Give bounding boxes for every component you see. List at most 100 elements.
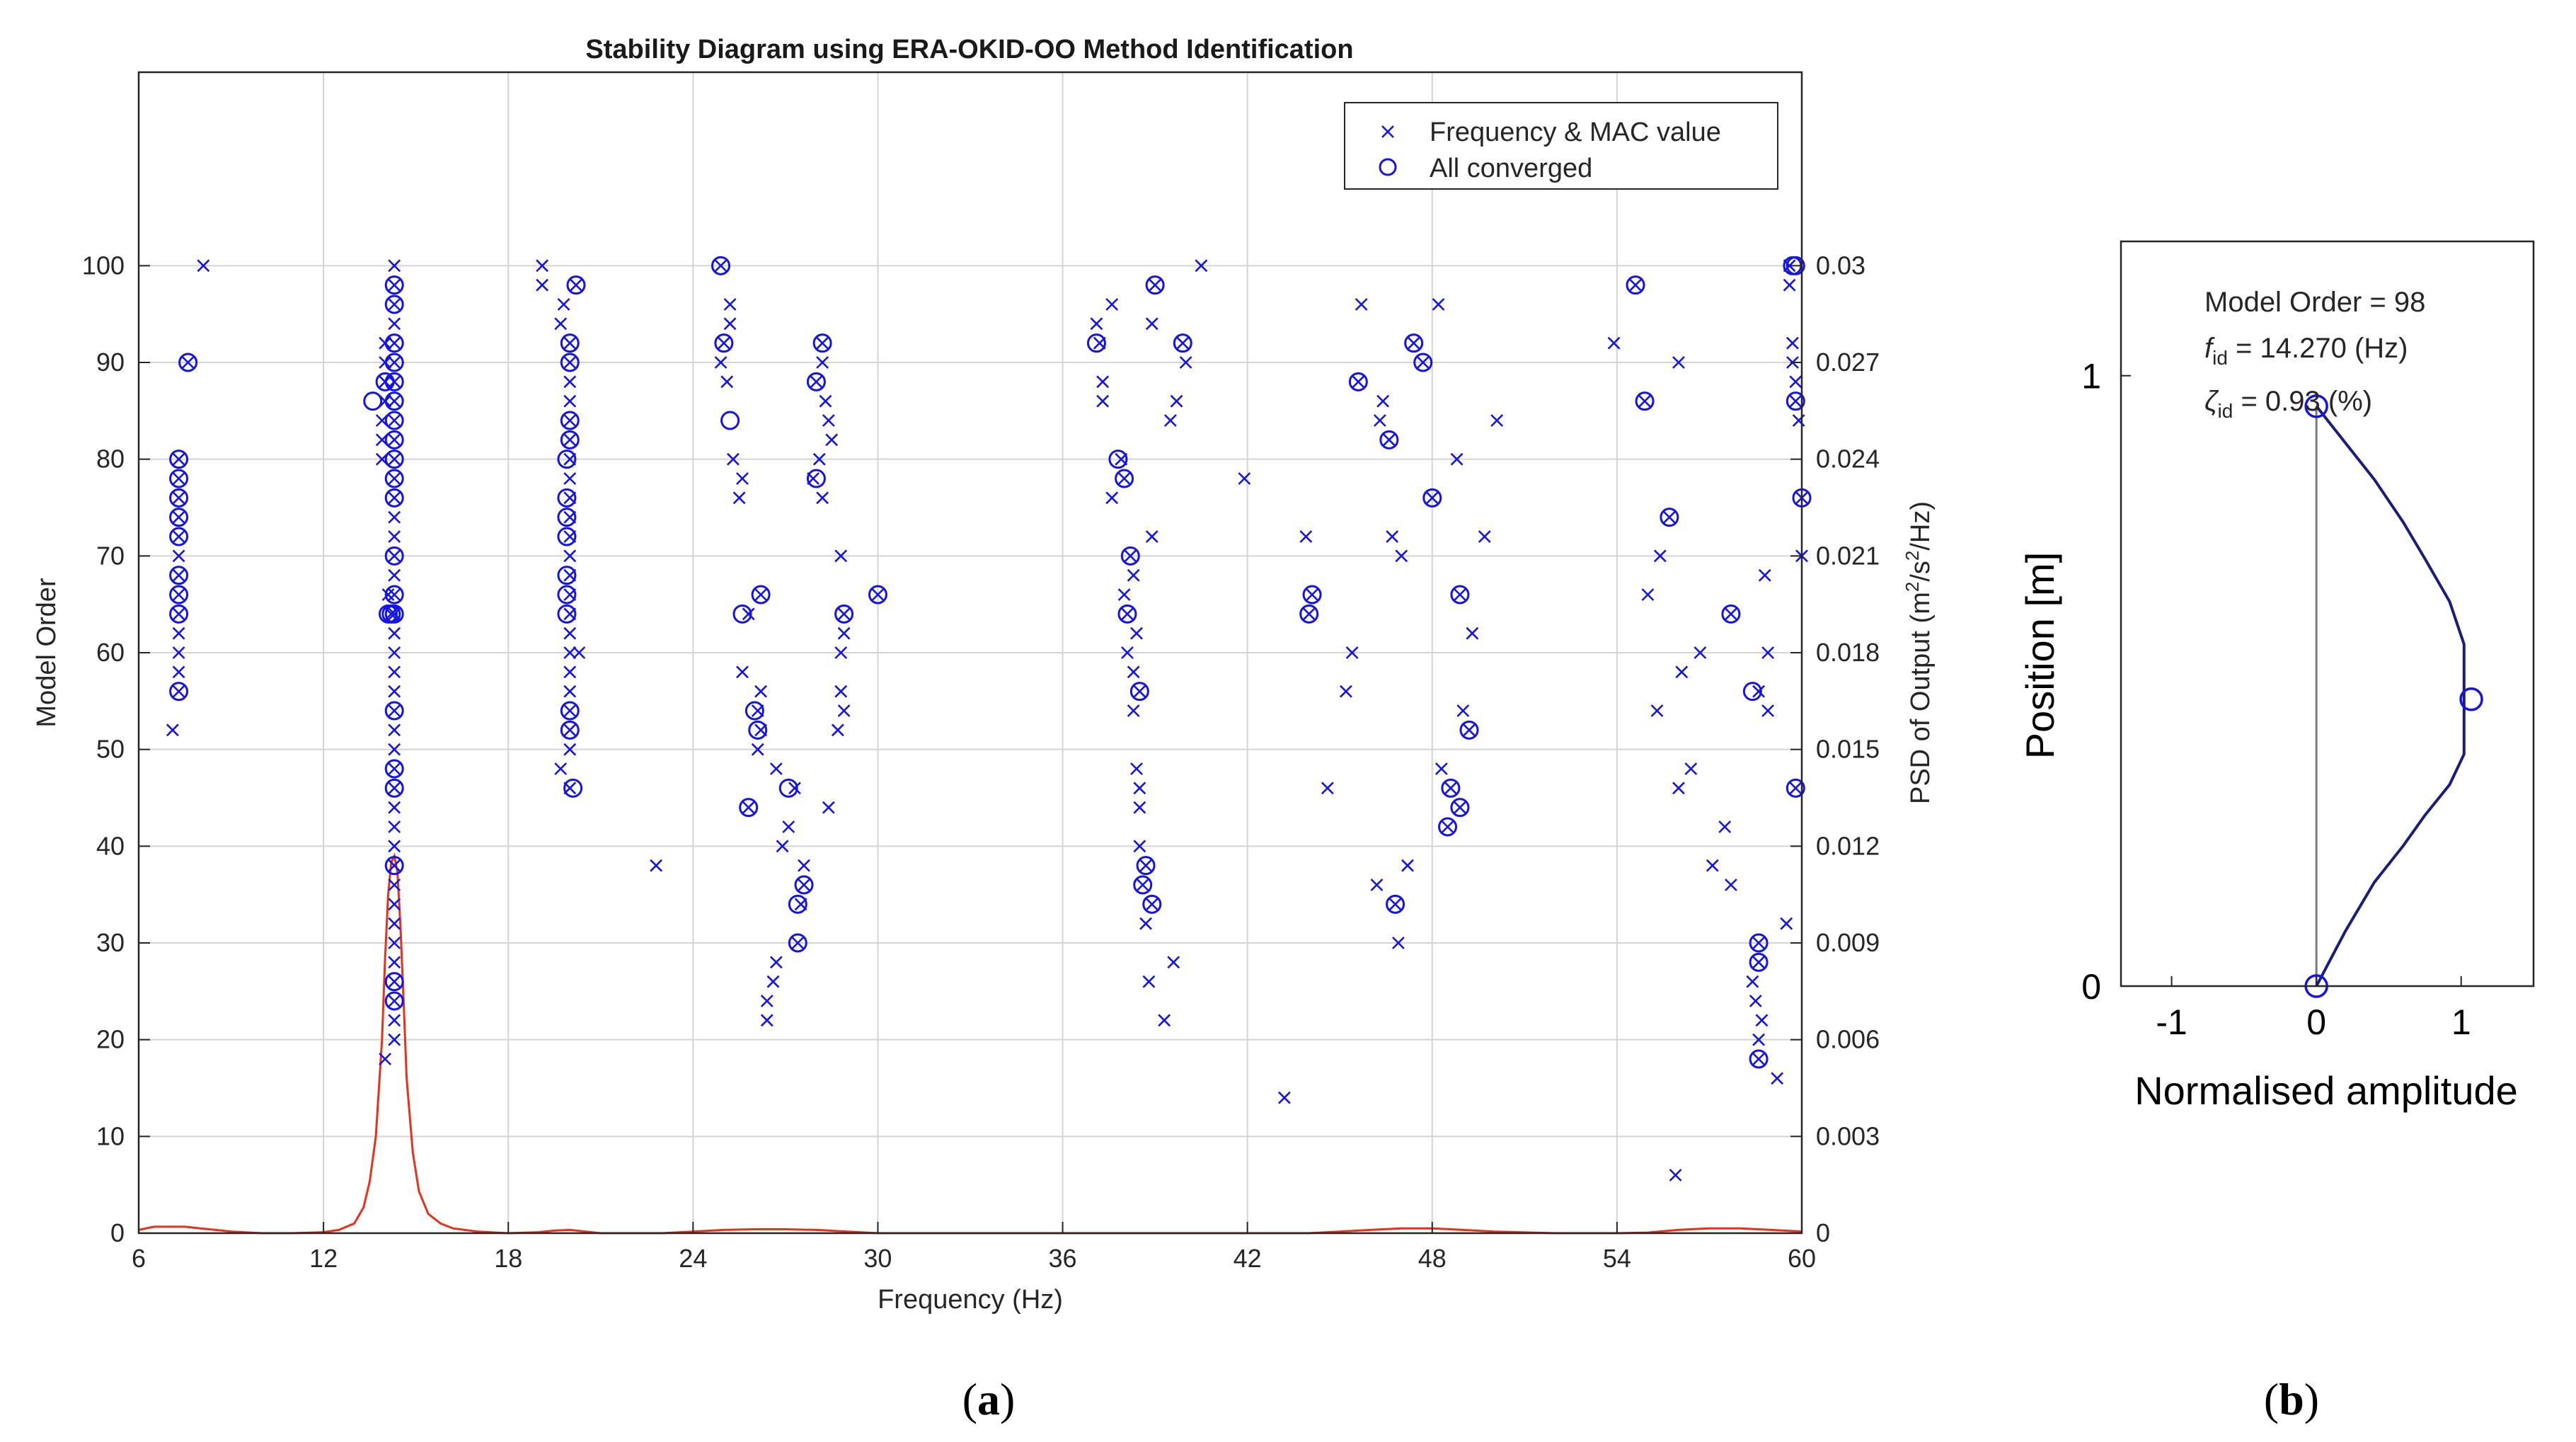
frequency-mac-marker bbox=[1771, 1072, 1784, 1085]
frequency-mac-marker bbox=[1238, 472, 1251, 485]
frequency-mac-marker bbox=[1145, 530, 1158, 543]
converged-marker bbox=[384, 391, 404, 411]
frequency-mac-marker bbox=[172, 510, 185, 524]
frequency-mac-marker bbox=[1321, 782, 1334, 795]
frequency-mac-marker bbox=[1179, 356, 1192, 369]
converged-marker bbox=[1450, 585, 1470, 605]
legend: Frequency & MAC value All converged bbox=[1344, 102, 1778, 190]
frequency-mac-marker bbox=[1355, 298, 1368, 311]
legend-box bbox=[1344, 102, 1778, 190]
converged-marker bbox=[384, 701, 404, 721]
mode-x-axis-ticks: -1 0 1 bbox=[2156, 976, 2471, 1042]
converged-marker bbox=[1379, 430, 1399, 450]
sensor-point-marker bbox=[2459, 687, 2483, 711]
frequency-mac-marker bbox=[1746, 975, 1759, 988]
frequency-mac-marker bbox=[1755, 1014, 1769, 1027]
y-tick-label: 70 bbox=[96, 541, 125, 570]
frequency-mac-marker bbox=[1391, 937, 1405, 949]
mode-y-tick-label: 0 bbox=[2081, 967, 2101, 1007]
frequency-mac-marker bbox=[172, 549, 185, 563]
frequency-mac-marker bbox=[754, 588, 767, 601]
y2-tick-label: 0.003 bbox=[1816, 1121, 1880, 1150]
frequency-mac-marker bbox=[871, 588, 885, 601]
frequency-mac-marker bbox=[798, 879, 810, 891]
sensor-point-marker bbox=[2304, 394, 2328, 418]
frequency-mac-marker bbox=[1466, 626, 1479, 640]
y2-tick-label: 0.012 bbox=[1816, 831, 1880, 860]
y2-label-part-1: PSD of Output (m bbox=[1906, 592, 1936, 804]
converged-marker bbox=[1450, 798, 1470, 818]
frequency-mac-marker bbox=[714, 259, 728, 273]
frequency-mac-marker bbox=[172, 452, 185, 466]
x-tick-label: 6 bbox=[132, 1244, 146, 1273]
converged-marker bbox=[384, 604, 404, 624]
frequency-mac-marker bbox=[788, 782, 801, 795]
frequency-mac-marker bbox=[388, 433, 401, 447]
frequency-mac-marker bbox=[388, 801, 401, 814]
converged-marker bbox=[384, 275, 404, 295]
converged-marker bbox=[363, 391, 383, 411]
converged-marker bbox=[788, 933, 807, 953]
frequency-mac-marker bbox=[563, 665, 577, 679]
converged-marker bbox=[560, 430, 580, 450]
y-tick-label: 50 bbox=[96, 735, 125, 764]
frequency-mac-marker bbox=[388, 510, 401, 524]
frequency-mac-marker bbox=[1454, 801, 1466, 814]
converged-marker bbox=[384, 372, 404, 391]
converged-marker bbox=[169, 508, 189, 527]
frequency-mac-marker bbox=[388, 530, 401, 543]
converged-marker bbox=[1145, 275, 1165, 295]
x-tick-label: 60 bbox=[1788, 1244, 1816, 1273]
converged-marker bbox=[560, 353, 580, 372]
frequency-mac-marker bbox=[1761, 646, 1775, 659]
frequency-mac-marker bbox=[1096, 375, 1110, 389]
converged-marker bbox=[1626, 275, 1645, 295]
frequency-mac-marker bbox=[1789, 394, 1802, 408]
frequency-mac-marker bbox=[1139, 859, 1152, 872]
frequency-mac-marker bbox=[720, 375, 734, 389]
converged-marker bbox=[739, 798, 759, 818]
frequency-mac-marker bbox=[1127, 665, 1140, 679]
frequency-mac-marker bbox=[563, 414, 577, 427]
converged-marker bbox=[1115, 469, 1134, 488]
converged-marker bbox=[1413, 353, 1433, 372]
stability-diagram-panel: Stability Diagram using ERA-OKID-OO Meth… bbox=[32, 35, 1936, 1424]
converged-marker bbox=[169, 488, 189, 508]
converged-marker bbox=[1386, 894, 1405, 914]
frequency-mac-marker bbox=[1382, 433, 1396, 447]
frequency-mac-marker bbox=[1145, 317, 1158, 331]
frequency-mac-marker bbox=[825, 433, 839, 447]
caption-b-letter: b bbox=[2279, 1374, 2304, 1424]
converged-marker bbox=[560, 333, 580, 353]
frequency-mac-marker bbox=[723, 298, 737, 311]
y2-label-part-3: /Hz) bbox=[1906, 501, 1936, 551]
annotation-model-order: Model Order = 98 bbox=[2204, 287, 2425, 318]
frequency-mac-marker bbox=[1641, 588, 1655, 601]
frequency-mac-marker bbox=[751, 743, 764, 756]
frequency-mac-marker bbox=[388, 956, 401, 969]
y2-tick-label: 0.015 bbox=[1816, 735, 1880, 764]
converged-marker bbox=[169, 566, 189, 585]
converged-marker bbox=[384, 856, 404, 876]
frequency-mac-marker bbox=[1607, 336, 1621, 350]
frequency-mac-marker bbox=[573, 646, 586, 659]
converged-marker bbox=[1749, 1049, 1769, 1069]
converged-marker bbox=[1749, 952, 1769, 972]
converged-marker bbox=[560, 720, 580, 740]
frequency-mac-marker bbox=[1388, 898, 1402, 911]
caption-a-letter: a bbox=[977, 1374, 1000, 1424]
frequency-mac-marker bbox=[563, 375, 577, 389]
frequency-mac-marker bbox=[1340, 685, 1352, 698]
frequency-mac-marker bbox=[1149, 278, 1162, 292]
frequency-mac-marker bbox=[172, 568, 185, 582]
frequency-mac-marker bbox=[563, 336, 577, 350]
converged-marker bbox=[806, 372, 826, 391]
y-tick-label: 90 bbox=[96, 348, 125, 377]
y-tick-label: 0 bbox=[110, 1218, 125, 1247]
annotation-damping: ζid = 0.93 (%) bbox=[2204, 386, 2372, 422]
frequency-mac-marker bbox=[1096, 394, 1110, 408]
converged-marker bbox=[1635, 391, 1655, 411]
converged-marker bbox=[560, 701, 580, 721]
frequency-mac-marker bbox=[1352, 375, 1365, 389]
converged-marker bbox=[1348, 372, 1368, 391]
